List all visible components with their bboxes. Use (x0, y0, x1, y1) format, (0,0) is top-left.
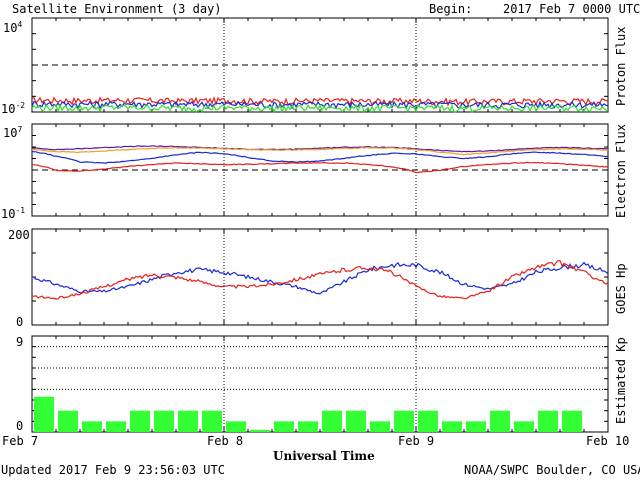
proton-flux-label: Proton Flux (614, 26, 628, 106)
chart-title: Satellite Environment (3 day) (12, 2, 222, 16)
hp-ytick-bottom: 0 (16, 315, 24, 329)
xtick-feb9: Feb 9 (398, 434, 435, 448)
kp-bar (274, 421, 294, 432)
kp-ytick-bottom: 0 (16, 419, 24, 433)
kp-bar (106, 421, 126, 432)
kp-bar (154, 410, 174, 432)
electron-series-blue (31, 150, 609, 164)
kp-bar (394, 410, 414, 432)
kp-bar (346, 410, 366, 432)
kp-bar (418, 410, 438, 432)
kp-bar (82, 421, 102, 432)
goes-hp-label: GOES Hp (614, 263, 628, 314)
hp-panel-frame (31, 228, 609, 326)
kp-bar (58, 410, 78, 432)
kp-bar (130, 410, 150, 432)
kp-bar (226, 421, 246, 432)
kp-bar (490, 410, 510, 432)
proton-ytick-top: 104 (3, 20, 23, 35)
hp-series-red (31, 260, 609, 300)
kp-bar (298, 421, 318, 432)
xtick-feb8: Feb 8 (207, 434, 244, 448)
kp-ytick-top: 9 (16, 335, 24, 349)
kp-bar (370, 421, 390, 432)
kp-panel-frame (31, 335, 609, 433)
kp-bar (250, 429, 270, 432)
proton-series-green (31, 103, 609, 114)
kp-bar (466, 421, 486, 432)
begin-label: Begin: (429, 2, 473, 16)
hp-series-blue (31, 261, 609, 295)
kp-bar (514, 421, 534, 432)
estimated-kp-label: Estimated Kp (614, 337, 628, 424)
electron-series-orange (32, 146, 609, 156)
electron-series-red (31, 161, 609, 174)
hp-ytick-top: 200 (8, 228, 30, 242)
electron-panel-frame (31, 123, 609, 217)
x-axis-label: Universal Time (273, 449, 375, 463)
kp-bar (322, 410, 342, 432)
updated-timestamp: Updated 2017 Feb 9 23:56:03 UTC (1, 463, 225, 477)
proton-ytick-bottom: 10-2 (1, 101, 26, 116)
kp-bar (442, 421, 462, 432)
xtick-feb10: Feb 10 (586, 434, 630, 448)
electron-ytick-top: 107 (3, 125, 23, 140)
xtick-feb7: Feb 7 (2, 434, 39, 448)
kp-bar (34, 396, 54, 432)
kp-bar (178, 410, 198, 432)
proton-panel-frame (31, 17, 609, 113)
kp-bar (202, 410, 222, 432)
kp-bar (538, 410, 558, 432)
kp-bar (562, 410, 582, 432)
begin-value: 2017 Feb 7 0000 UTC (503, 2, 640, 16)
source-credit: NOAA/SWPC Boulder, CO USA (464, 463, 640, 477)
electron-flux-label: Electron Flux (614, 124, 628, 218)
electron-series-purple (31, 145, 609, 153)
electron-ytick-bottom: 10-1 (1, 206, 26, 221)
proton-series-red (31, 96, 609, 107)
